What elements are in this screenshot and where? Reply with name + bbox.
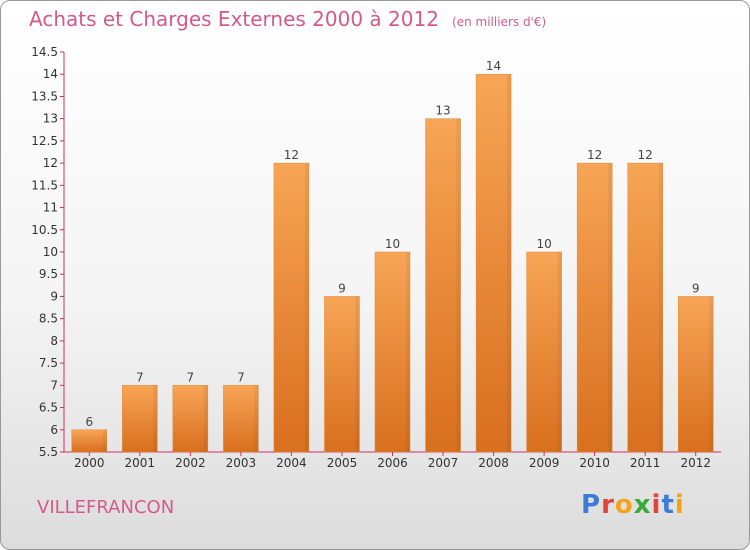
y-tick-label: 9	[50, 289, 58, 303]
chart-title-block: Achats et Charges Externes 2000 à 2012 (…	[29, 7, 546, 31]
logo-letter: r	[601, 490, 615, 520]
x-tick-label: 2005	[327, 456, 358, 470]
y-tick-label: 5.5	[39, 445, 58, 459]
bar-shade	[608, 163, 613, 452]
data-label: 7	[136, 370, 144, 384]
proxiti-logo: Proxiti	[581, 490, 685, 520]
x-tick-label: 2001	[125, 456, 156, 470]
logo-letter: i	[651, 490, 662, 520]
logo-letter: P	[581, 490, 602, 520]
bar	[677, 296, 714, 453]
y-tick-label: 7	[50, 378, 58, 392]
x-tick-label: 2012	[680, 456, 711, 470]
x-tick-label: 2006	[377, 456, 408, 470]
logo-letter: o	[614, 490, 634, 520]
bar-shade	[709, 296, 714, 452]
data-label: 12	[638, 148, 653, 162]
bar-shade	[658, 163, 663, 452]
commune-name: VILLEFRANCON	[37, 497, 175, 518]
x-tick-label: 2004	[276, 456, 307, 470]
x-tick-label: 2007	[428, 456, 459, 470]
bar	[425, 118, 461, 453]
data-label: 14	[486, 59, 501, 73]
y-tick-label: 14	[43, 67, 58, 81]
y-tick-label: 6.5	[39, 401, 58, 415]
data-label: 10	[536, 237, 551, 251]
logo-letter: t	[661, 490, 675, 520]
y-tick-label: 14.5	[31, 45, 58, 59]
y-tick-label: 10.5	[31, 223, 58, 237]
data-label: 6	[85, 415, 93, 429]
y-tick-label: 10	[43, 245, 58, 259]
bar-shade	[304, 163, 309, 452]
y-tick-label: 9.5	[39, 267, 58, 281]
bar-shade	[456, 118, 461, 453]
bar	[576, 162, 613, 453]
bar	[526, 251, 562, 453]
bar	[71, 429, 108, 453]
bar	[374, 251, 411, 453]
chart-title: Achats et Charges Externes 2000 à 2012	[29, 7, 439, 31]
x-tick-label: 2003	[226, 456, 257, 470]
x-tick-label: 2011	[630, 456, 661, 470]
y-tick-label: 13.5	[31, 89, 58, 103]
data-label: 12	[284, 148, 299, 162]
data-label: 10	[385, 237, 400, 251]
data-label: 13	[435, 104, 450, 118]
data-label: 9	[338, 281, 346, 295]
y-tick-label: 13	[43, 112, 58, 126]
bar-shade	[557, 252, 562, 452]
bar-shade	[355, 296, 360, 452]
bar-shade	[203, 385, 208, 452]
bar	[122, 385, 158, 453]
logo-letter: i	[674, 490, 685, 520]
logo-letter: x	[633, 490, 652, 520]
y-tick-label: 11	[43, 201, 58, 215]
x-tick-label: 2008	[478, 456, 509, 470]
y-tick-label: 12.5	[31, 134, 58, 148]
chart-unit: (en milliers d'€)	[452, 15, 547, 29]
bar	[627, 162, 663, 453]
y-tick-label: 11.5	[31, 178, 58, 192]
data-label: 12	[587, 148, 602, 162]
bar-shade	[406, 252, 410, 452]
y-tick-label: 6	[50, 423, 58, 437]
bar-shade	[507, 74, 512, 452]
bar-shade	[102, 429, 107, 452]
bar	[172, 385, 209, 453]
bar-shade	[254, 385, 259, 452]
bar	[324, 296, 360, 453]
y-tick-label: 8	[50, 334, 58, 348]
x-tick-label: 2000	[74, 456, 105, 470]
x-tick-label: 2002	[175, 456, 206, 470]
y-tick-label: 12	[43, 156, 58, 170]
y-tick-label: 7.5	[39, 356, 58, 370]
x-tick-label: 2010	[579, 456, 610, 470]
bar	[223, 385, 259, 453]
data-label: 7	[187, 370, 195, 384]
data-label: 7	[237, 370, 245, 384]
y-tick-label: 8.5	[39, 312, 58, 326]
bar	[273, 162, 310, 453]
data-label: 9	[692, 281, 700, 295]
bar	[475, 73, 512, 453]
x-tick-label: 2009	[529, 456, 560, 470]
bar-shade	[153, 385, 158, 452]
